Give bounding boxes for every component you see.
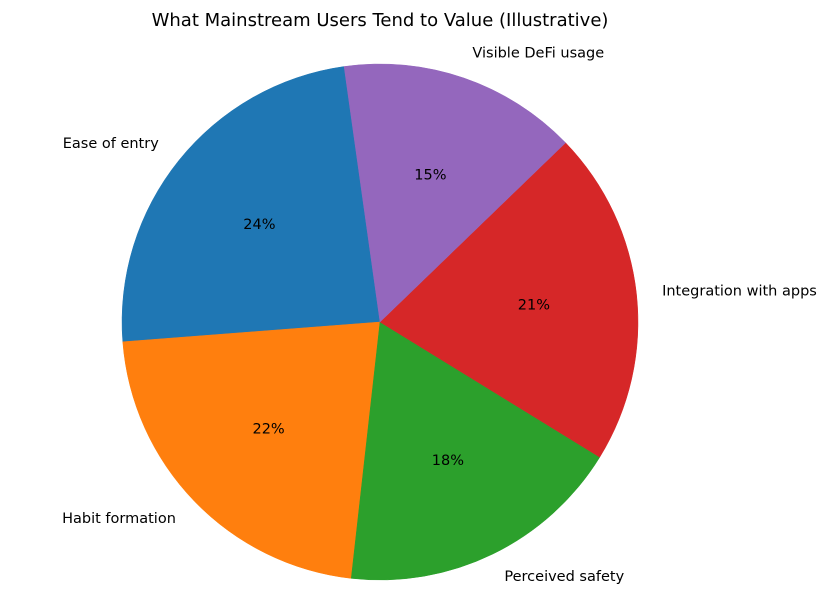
pie-labels: 24% Ease of entry 22% Habit formation 18% Per… [62,46,817,585]
pie-category-label: Visible DeFi usage [472,46,604,62]
pie-category-label: Integration with apps [662,283,817,299]
pie-percent-label: 21% [518,297,550,313]
pie-slice-integration-with-apps [379,142,639,458]
pie-category-label: Habit formation [62,511,176,527]
pie-slices [121,63,639,581]
pie-category-label: Ease of entry [63,136,159,152]
pie-percent-label: 15% [414,168,446,184]
pie-slice-visible-defi-usage [343,63,566,323]
pie-category-label: Perceived safety [504,569,624,585]
pie-slice-perceived-safety [350,321,601,581]
pie-percent-label: 18% [432,453,464,469]
chart-title: What Mainstream Users Tend to Value (Ill… [151,10,609,31]
pie-slice-habit-formation [122,321,381,579]
pie-percent-label: 22% [252,422,284,438]
pie-slice-ease-of-entry [121,66,381,343]
pie-percent-label: 24% [243,217,275,233]
